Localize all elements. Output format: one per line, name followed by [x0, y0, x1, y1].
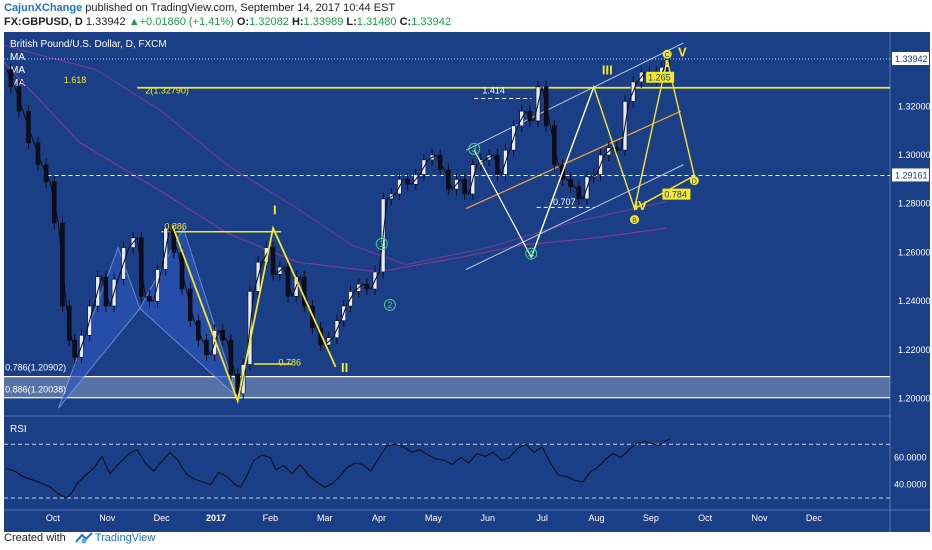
wave-count-circle — [468, 142, 481, 155]
ratio-box — [646, 71, 675, 83]
wave-zigzag-left — [171, 225, 337, 405]
time-tick-label: May — [425, 513, 443, 523]
author-link[interactable]: CajunXChange — [4, 2, 83, 14]
time-tick-label: Oct — [46, 513, 61, 523]
time-tick-label: Sep — [643, 513, 659, 523]
price-change: +0.01860 (+1.41%) — [139, 16, 234, 28]
channel-median-orange — [465, 110, 681, 210]
wave-count-circle — [525, 247, 538, 260]
ratio-label: 0.786(1.20902) — [5, 362, 66, 372]
wave-count-a: A — [528, 249, 534, 259]
price-tick-label: 1.30000 — [898, 150, 930, 160]
publish-info: CajunXChange published on TradingView.co… — [4, 2, 395, 16]
point-marker — [662, 49, 672, 59]
price-axis-panel — [890, 32, 930, 532]
time-tick-label: Jun — [481, 513, 496, 523]
channel-lower — [465, 164, 684, 270]
point-marker — [630, 215, 640, 225]
low-value: 1.31480 — [356, 16, 397, 28]
ratio-label: 0.786 — [278, 358, 301, 368]
moving-average-1 — [3, 61, 668, 273]
price-label-box — [892, 51, 929, 65]
time-tick-label: Dec — [806, 513, 823, 523]
price-label-text: 1.29161 — [895, 170, 928, 180]
price-tick-label: 1.28000 — [898, 199, 930, 209]
footer: Created with TradingView — [4, 532, 155, 550]
price-line — [6, 59, 671, 394]
time-tick-label: Nov — [99, 513, 116, 523]
legend-rsi: RSI — [10, 424, 27, 435]
wave-count-circle — [383, 298, 396, 311]
ratio-label: 0.886 — [164, 221, 187, 231]
chart-svg[interactable]: British Pound/U.S. Dollar, D, FXCM MA MA… — [3, 32, 931, 532]
chart-drawing: 0.886 1.618 2(1.32790) 1.414 0.786 0.707 1.265… — [3, 32, 931, 532]
chart-area[interactable]: British Pound/U.S. Dollar, D, FXCM MA MA… — [3, 32, 931, 532]
legend-title: British Pound/U.S. Dollar, D, FXCM — [10, 39, 167, 50]
high-value: 1.33989 — [303, 16, 344, 28]
symbol-info: FX:GBPUSD, D 1.33942 ▲+0.01860 (+1.41%) … — [4, 16, 451, 30]
open-value: 1.32082 — [249, 16, 289, 28]
close-label: C: — [399, 16, 412, 28]
time-tick-label: Dec — [154, 513, 171, 523]
tradingview-brand[interactable]: TradingView — [94, 532, 156, 544]
point-label-d: D — [692, 179, 697, 186]
price-label-box — [892, 168, 929, 182]
tradingview-logo-icon — [75, 532, 93, 547]
ratio-label: 0.886(1.20038) — [5, 384, 66, 394]
price-tick-label: 1.22000 — [898, 345, 930, 355]
point-label-b: B — [632, 218, 637, 225]
price-tick-label: 1.26000 — [898, 247, 930, 257]
ratio-label: 1.618 — [64, 75, 87, 85]
close-value: 1.33942 — [411, 16, 451, 28]
up-arrow-icon: ▲ — [128, 16, 140, 28]
wave-label-v: V — [678, 44, 687, 59]
legend-ma-1: MA — [10, 52, 25, 63]
time-tick-label: Aug — [588, 513, 604, 523]
channel-upper — [465, 42, 684, 151]
time-tick-label: Oct — [698, 513, 713, 523]
moving-average-2 — [3, 44, 668, 266]
time-tick-label: Mar — [317, 513, 333, 523]
fib-zone — [4, 376, 890, 399]
legend-ma-2: MA — [10, 65, 25, 76]
price-label-text: 1.33942 — [895, 54, 928, 64]
ratio-box — [662, 188, 691, 200]
point-label-c: C — [665, 52, 670, 59]
time-tick-label: Jul — [536, 513, 548, 523]
time-tick-label: Feb — [263, 513, 279, 523]
open-label: O: — [236, 16, 250, 28]
wave-label-iv: IV — [635, 198, 648, 213]
wave-count-3: 3 — [472, 144, 477, 154]
high-label: H: — [291, 16, 304, 28]
wave-count-1: 1 — [379, 239, 384, 249]
rsi-tick-label: 60.0000 — [894, 453, 927, 463]
wave-count-2: 2 — [387, 300, 392, 310]
wave-count-circle — [375, 237, 388, 250]
rsi-tick-label: 40.0000 — [894, 480, 927, 490]
published-text: published on TradingView.com, September … — [85, 2, 396, 14]
wave-label-i: I — [273, 203, 277, 218]
price-tick-label: 1.20000 — [898, 394, 930, 404]
time-tick-label: 2017 — [206, 513, 226, 523]
ratio-label: 1.414 — [482, 85, 505, 95]
low-label: L: — [346, 16, 357, 28]
ratio-label: 0.707 — [553, 197, 576, 207]
time-tick-label: Nov — [752, 513, 769, 523]
wave-label-ii: II — [341, 360, 348, 375]
created-with-text: Created with — [4, 532, 66, 544]
ratio-label: 0.784 — [664, 190, 687, 200]
wave-white — [473, 86, 595, 259]
price-tick-label: 1.24000 — [898, 296, 930, 306]
ratio-label: 2(1.32790) — [145, 85, 189, 95]
price-tick-label: 1.32000 — [898, 101, 930, 111]
point-marker — [689, 176, 699, 186]
symbol-label: FX:GBPUSD, D — [4, 16, 83, 28]
last-price: 1.33942 — [85, 16, 126, 28]
time-tick-label: Apr — [372, 513, 386, 523]
rsi-line — [6, 438, 671, 499]
ratio-label: 1.265 — [648, 73, 671, 83]
legend-ma-3: MA — [10, 78, 25, 89]
wave-label-iii: III — [602, 63, 613, 78]
